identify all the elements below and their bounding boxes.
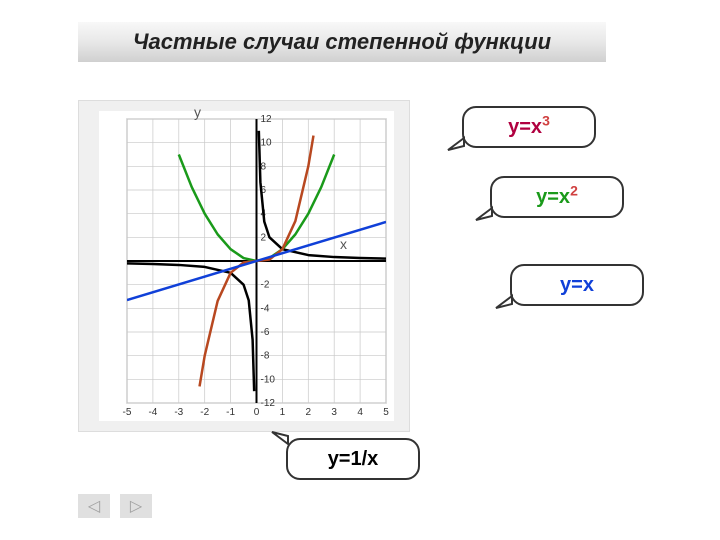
svg-text:12: 12 [261, 114, 273, 125]
svg-text:2: 2 [306, 407, 312, 418]
callout-cubic-text: y=x3 [508, 116, 550, 139]
svg-text:10: 10 [261, 138, 273, 149]
svg-text:-3: -3 [174, 407, 183, 418]
svg-text:3: 3 [331, 407, 337, 418]
callout-linear[interactable]: y=x [510, 264, 644, 306]
svg-text:-10: -10 [261, 374, 276, 385]
callout-linear-text: y=x [560, 274, 594, 297]
callout-recip-text: y=1/x [328, 448, 379, 471]
prev-icon: ◁ [88, 496, 100, 516]
svg-text:-2: -2 [200, 407, 209, 418]
svg-text:-4: -4 [148, 407, 157, 418]
callout-reciprocal[interactable]: y=1/x [286, 438, 420, 480]
title-bar: Частные случаи степенной функции [78, 22, 606, 62]
svg-text:-12: -12 [261, 398, 276, 409]
svg-text:-5: -5 [123, 407, 132, 418]
svg-text:-1: -1 [226, 407, 235, 418]
callout-cubic[interactable]: y=x3 [462, 106, 596, 148]
svg-text:0: 0 [254, 407, 260, 418]
chart-svg: -5-4-3-2-1012345-12-10-8-6-4-224681012 [99, 111, 394, 421]
callout-square-text: y=x2 [536, 186, 578, 209]
svg-text:8: 8 [261, 161, 267, 172]
callout-tail-icon [494, 288, 516, 310]
svg-text:5: 5 [383, 407, 389, 418]
svg-text:-6: -6 [261, 327, 270, 338]
svg-text:2: 2 [261, 232, 267, 243]
prev-button[interactable]: ◁ [78, 494, 110, 518]
svg-text:-8: -8 [261, 351, 270, 362]
svg-text:-4: -4 [261, 303, 270, 314]
svg-text:1: 1 [280, 407, 286, 418]
svg-text:-2: -2 [261, 280, 270, 291]
svg-text:4: 4 [357, 407, 363, 418]
chart-panel: -5-4-3-2-1012345-12-10-8-6-4-224681012 [78, 100, 410, 432]
callout-tail-icon [270, 430, 292, 452]
y-axis-label: y [194, 104, 201, 120]
x-axis-label: x [340, 236, 347, 252]
next-icon: ▷ [130, 496, 142, 516]
callout-square[interactable]: y=x2 [490, 176, 624, 218]
next-button[interactable]: ▷ [120, 494, 152, 518]
callout-tail-icon [474, 200, 496, 222]
title-text: Частные случаи степенной функции [133, 29, 551, 55]
callout-tail-icon [446, 130, 468, 152]
